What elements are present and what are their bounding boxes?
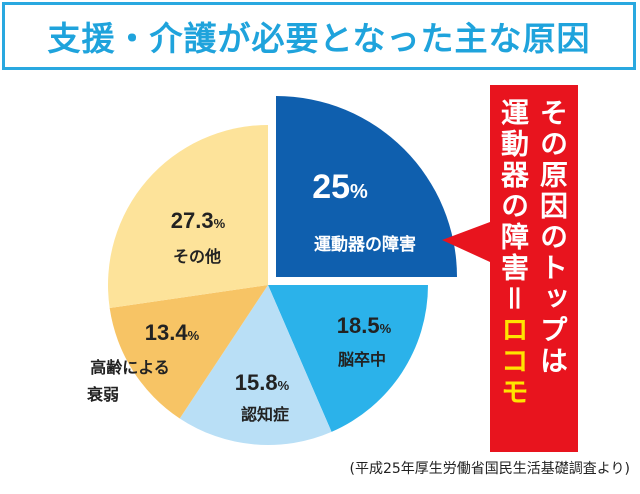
chart-title: 支援・介護が必要となった主な原因 [47,19,591,58]
source-note: (平成25年厚生労働省国民生活基礎調査より) [349,461,630,477]
callout-line1: その原因のトップは [536,98,569,377]
pie-slice-1 [276,96,457,277]
slice-category-label: 衰弱 [86,385,119,404]
slice-category-label: 高齢による [90,358,170,377]
callout-line2-main: 運動器の障害＝ [497,98,530,316]
slice-category-label: 運動器の障害 [314,234,416,255]
pie-slice-2 [268,285,428,432]
slice-category-label: その他 [173,247,221,266]
pie-slice-4 [109,285,269,419]
pie-slice-3 [179,285,332,445]
pie-slice-5 [108,125,268,309]
callout-highlight: ロコモ [497,315,530,409]
slice-category-label: 認知症 [241,405,289,424]
slice-category-label: 脳卒中 [338,350,386,369]
callout-box [442,85,578,452]
title-box: 支援・介護が必要となった主な原因 [2,2,636,70]
callout-line2: 運動器の障害＝ロコモ [497,98,530,409]
